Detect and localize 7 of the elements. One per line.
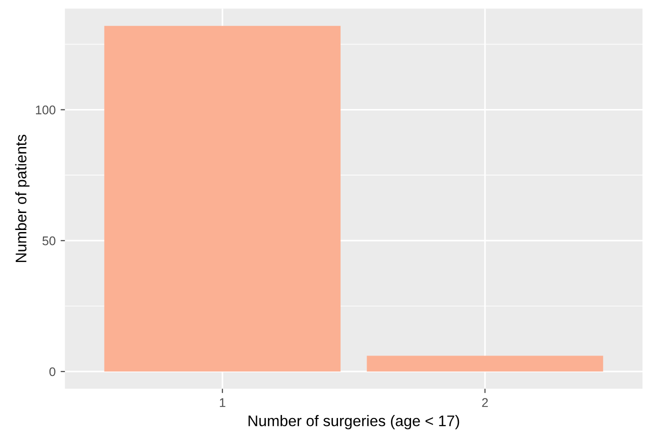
x-tick-label: 2	[482, 398, 488, 407]
y-axis-title: Number of patients	[15, 134, 30, 262]
x-tick-label: 1	[220, 398, 226, 407]
y-tick-label: 50	[42, 236, 56, 246]
x-axis-title: Number of surgeries (age < 17)	[248, 415, 460, 430]
y-tick-label: 100	[36, 106, 56, 114]
y-tick-label: 0	[49, 367, 56, 376]
